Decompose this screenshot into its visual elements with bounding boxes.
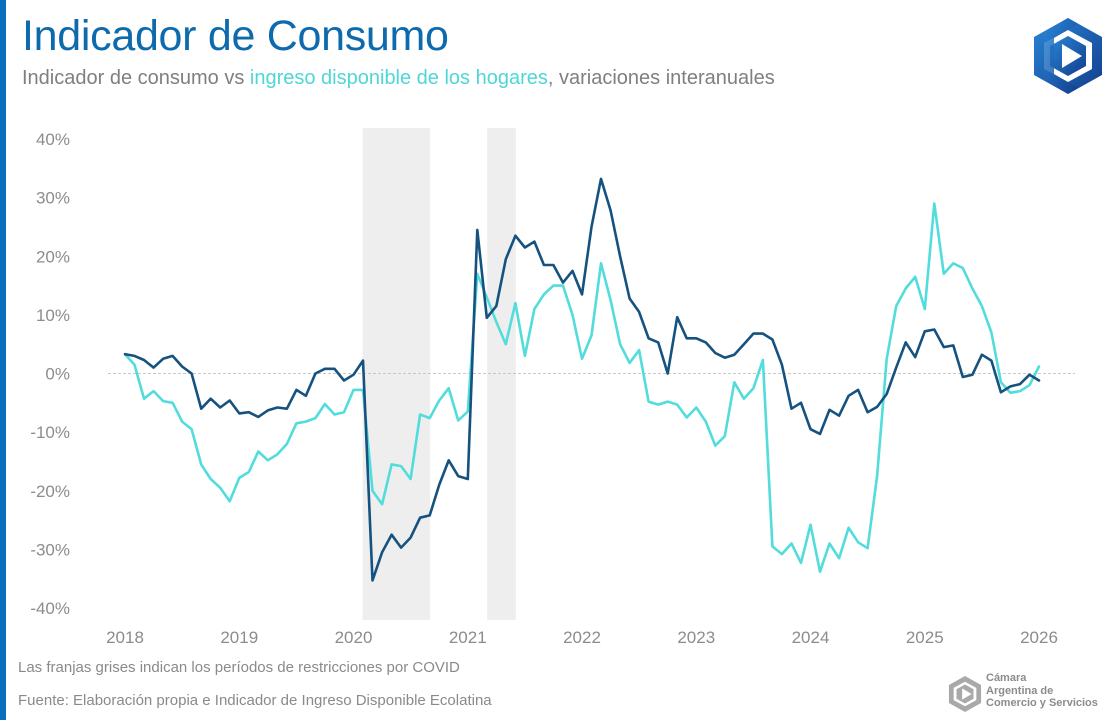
x-tick-label: 2023 bbox=[677, 628, 715, 647]
accent-bar bbox=[0, 0, 6, 720]
footer-logo-line2: Argentina de bbox=[986, 684, 1054, 697]
x-tick-label: 2024 bbox=[792, 628, 830, 647]
y-tick-label: 30% bbox=[36, 189, 70, 208]
chart-subtitle: Indicador de consumo vs ingreso disponib… bbox=[22, 67, 775, 90]
x-tick-label: 2021 bbox=[449, 628, 487, 647]
source-note: Fuente: Elaboración propia e Indicador d… bbox=[18, 692, 492, 709]
cac-footer-logo-icon bbox=[948, 676, 982, 712]
subtitle-consumo: Indicador de consumo vs bbox=[22, 67, 250, 89]
footer-logo-line1: Cámara bbox=[986, 672, 1027, 684]
cac-logo-icon bbox=[1034, 18, 1102, 94]
covid-band-2 bbox=[487, 128, 516, 620]
y-tick-label: 10% bbox=[36, 306, 70, 325]
subtitle-ingreso-highlight: ingreso disponible de los hogares bbox=[249, 67, 548, 89]
subtitle-suffix: , variaciones interanuales bbox=[547, 67, 775, 89]
x-tick-label: 2025 bbox=[906, 628, 944, 647]
x-tick-label: 2022 bbox=[563, 628, 601, 647]
footer-logo-text: Cámara Argentina de Comercio y Servicios bbox=[986, 672, 1098, 710]
x-tick-label: 2020 bbox=[335, 628, 373, 647]
y-tick-label: 0% bbox=[45, 365, 70, 384]
y-tick-label: -30% bbox=[30, 540, 70, 559]
covid-note: Las franjas grises indican los períodos … bbox=[18, 659, 460, 676]
x-tick-label: 2019 bbox=[220, 628, 258, 647]
x-tick-label: 2026 bbox=[1020, 628, 1058, 647]
y-tick-label: -10% bbox=[30, 423, 70, 442]
y-tick-label: -40% bbox=[30, 599, 70, 618]
x-tick-label: 2018 bbox=[106, 628, 144, 647]
footer-logo: Cámara Argentina de Comercio y Servicios bbox=[948, 672, 1118, 716]
y-tick-label: -20% bbox=[30, 482, 70, 501]
series-line-consumo bbox=[123, 177, 1041, 582]
y-tick-label: 40% bbox=[36, 130, 70, 149]
page-title: Indicador de Consumo bbox=[22, 12, 449, 60]
footer-logo-line3: Comercio y Servicios bbox=[986, 697, 1098, 709]
y-tick-label: 20% bbox=[36, 247, 70, 266]
series-line-ingreso bbox=[123, 202, 1041, 574]
